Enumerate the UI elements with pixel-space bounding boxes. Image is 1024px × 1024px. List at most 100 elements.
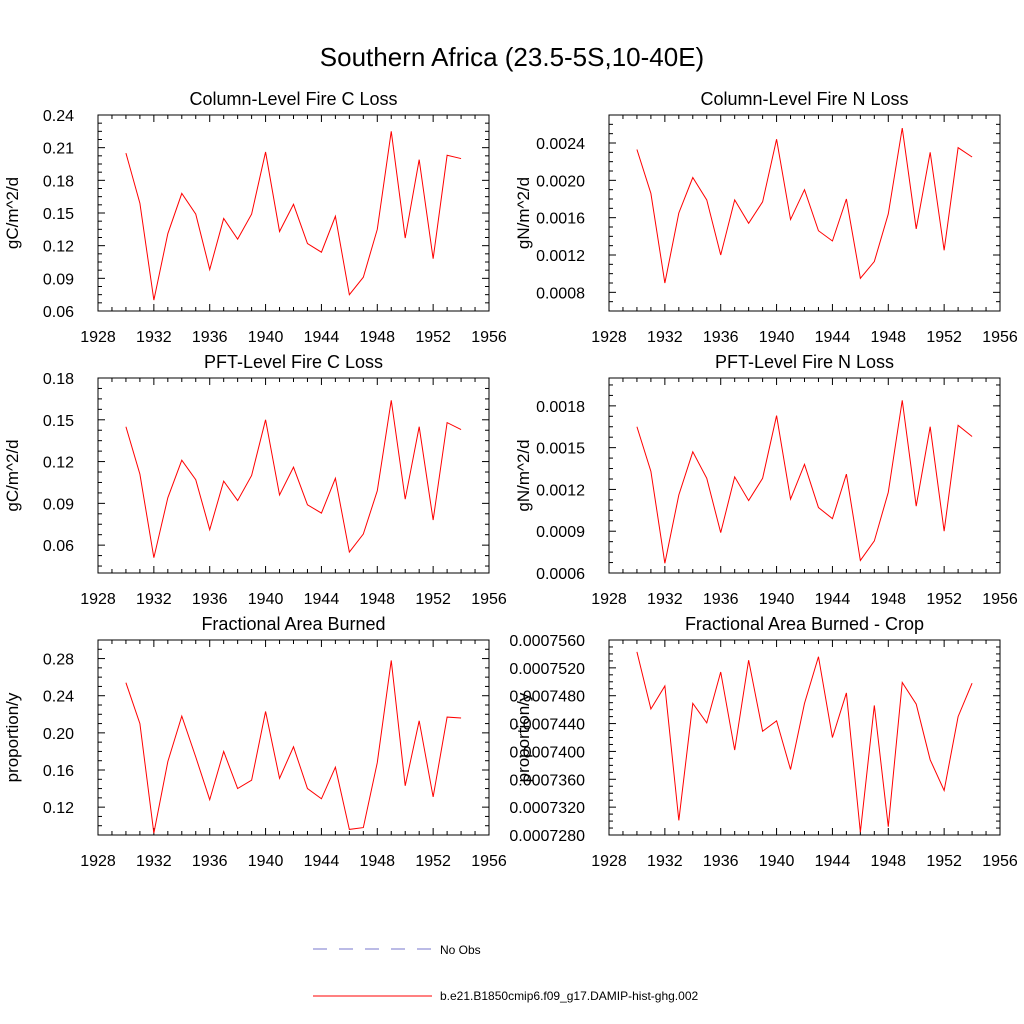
- y-tick-label: 0.16: [43, 763, 74, 780]
- y-tick-label: 0.0007480: [509, 689, 585, 706]
- x-tick-label: 1944: [304, 853, 340, 870]
- x-tick-label: 1928: [80, 329, 116, 346]
- series-line: [636, 651, 973, 833]
- y-tick-label: 0.0024: [536, 136, 585, 153]
- x-tick-label: 1928: [80, 853, 116, 870]
- x-tick-label: 1928: [591, 853, 627, 870]
- y-axis-label: gC/m^2/d: [3, 439, 22, 511]
- x-tick-label: 1940: [759, 853, 795, 870]
- y-tick-label: 0.0020: [536, 173, 585, 190]
- x-tick-label: 1948: [359, 591, 395, 608]
- y-axis-label: gN/m^2/d: [514, 177, 533, 249]
- x-tick-label: 1944: [815, 591, 851, 608]
- x-tick-label: 1936: [703, 591, 739, 608]
- legend: No Obs b.e21.B1850cmip6.f09_g17.DAMIP-hi…: [313, 943, 698, 1003]
- x-tick-label: 1932: [136, 591, 172, 608]
- y-tick-label: 0.24: [43, 689, 74, 706]
- y-tick-label: 0.0008: [536, 285, 585, 302]
- y-tick-label: 0.18: [43, 173, 74, 190]
- panel-title: PFT-Level Fire N Loss: [715, 352, 894, 372]
- x-tick-label: 1936: [192, 329, 228, 346]
- y-tick-label: 0.12: [43, 239, 74, 256]
- x-tick-label: 1956: [471, 329, 507, 346]
- y-tick-label: 0.0007360: [509, 772, 585, 789]
- x-tick-label: 1952: [415, 853, 451, 870]
- x-tick-label: 1936: [192, 591, 228, 608]
- y-tick-label: 0.0007280: [509, 828, 585, 845]
- x-tick-label: 1936: [703, 329, 739, 346]
- x-tick-label: 1928: [80, 591, 116, 608]
- x-tick-label: 1956: [982, 329, 1018, 346]
- plot-frame: [97, 114, 490, 312]
- panel-title: Fractional Area Burned: [201, 614, 385, 634]
- y-tick-label: 0.09: [43, 496, 74, 513]
- y-tick-label: 0.0007560: [509, 633, 585, 650]
- x-tick-label: 1936: [192, 853, 228, 870]
- y-tick-label: 0.12: [43, 800, 74, 817]
- x-tick-label: 1948: [870, 853, 906, 870]
- x-tick-label: 1932: [136, 853, 172, 870]
- x-tick-label: 1956: [471, 591, 507, 608]
- y-tick-label: 0.12: [43, 455, 74, 472]
- y-tick-label: 0.0012: [536, 482, 585, 499]
- panel-fractional-area-burned-crop: 1928 1932 1936 1940 1944 1948 1952 1956 0.000728…: [509, 614, 1018, 870]
- y-tick-label: 0.09: [43, 271, 74, 288]
- panel-column-level-fire-n-loss: 1928 1932 1936 1940 1944 1948 1952 1956 0.0008 0.…: [514, 89, 1018, 346]
- y-tick-label: 0.18: [43, 371, 74, 388]
- legend-model-label: b.e21.B1850cmip6.f09_g17.DAMIP-hist-ghg.…: [440, 989, 698, 1003]
- x-tick-label: 1956: [471, 853, 507, 870]
- x-tick-label: 1944: [815, 329, 851, 346]
- y-tick-label: 0.06: [43, 304, 74, 321]
- y-tick-label: 0.0015: [536, 441, 585, 458]
- x-tick-label: 1932: [647, 853, 683, 870]
- x-tick-label: 1952: [926, 329, 962, 346]
- x-tick-label: 1948: [359, 329, 395, 346]
- y-tick-label: 0.28: [43, 652, 74, 669]
- y-tick-label: 0.24: [43, 108, 74, 125]
- plot-frame: [608, 377, 1001, 574]
- legend-obs-label: No Obs: [440, 943, 481, 957]
- x-tick-label: 1956: [982, 853, 1018, 870]
- y-tick-label: 0.15: [43, 413, 74, 430]
- x-tick-label: 1952: [415, 329, 451, 346]
- series-line: [636, 400, 973, 564]
- x-tick-label: 1932: [136, 329, 172, 346]
- y-tick-label: 0.15: [43, 206, 74, 223]
- y-axis-label: proportion/y: [514, 692, 533, 782]
- series-line: [636, 127, 973, 284]
- panel-title: Column-Level Fire N Loss: [700, 89, 908, 109]
- y-tick-label: 0.0009: [536, 524, 585, 541]
- y-axis-label: gN/m^2/d: [514, 439, 533, 511]
- x-tick-label: 1928: [591, 591, 627, 608]
- x-tick-label: 1940: [248, 591, 284, 608]
- y-tick-label: 0.0007520: [509, 661, 585, 678]
- x-tick-label: 1956: [982, 591, 1018, 608]
- plot-frame: [608, 639, 1001, 836]
- panel-column-level-fire-c-loss: 1928 1932 1936 1940 1944 1948 1952 1956 0.06 0.09…: [3, 89, 507, 346]
- chart-panels: 1928 1932 1936 1940 1944 1948 1952 1956 0.06 0.09…: [3, 89, 1018, 870]
- x-tick-label: 1952: [926, 853, 962, 870]
- x-tick-label: 1948: [870, 329, 906, 346]
- y-axis-label: proportion/y: [3, 692, 22, 782]
- x-tick-label: 1940: [759, 591, 795, 608]
- x-tick-label: 1948: [359, 853, 395, 870]
- series-line: [125, 660, 462, 834]
- x-tick-label: 1928: [591, 329, 627, 346]
- panel-title: PFT-Level Fire C Loss: [204, 352, 383, 372]
- x-tick-label: 1936: [703, 853, 739, 870]
- x-tick-label: 1940: [248, 329, 284, 346]
- panel-title: Fractional Area Burned - Crop: [685, 614, 924, 634]
- series-line: [125, 131, 462, 301]
- x-tick-label: 1940: [248, 853, 284, 870]
- y-tick-label: 0.21: [43, 141, 74, 158]
- y-tick-label: 0.0007440: [509, 717, 585, 734]
- y-axis-label: gC/m^2/d: [3, 177, 22, 249]
- panel-pft-level-fire-c-loss: 1928 1932 1936 1940 1944 1948 1952 1956 0.06 0.09…: [3, 352, 507, 608]
- y-tick-label: 0.0006: [536, 566, 585, 583]
- x-tick-label: 1932: [647, 591, 683, 608]
- series-line: [125, 400, 462, 558]
- y-tick-label: 0.0007320: [509, 800, 585, 817]
- plot-frame: [608, 114, 1001, 312]
- panel-title: Column-Level Fire C Loss: [189, 89, 397, 109]
